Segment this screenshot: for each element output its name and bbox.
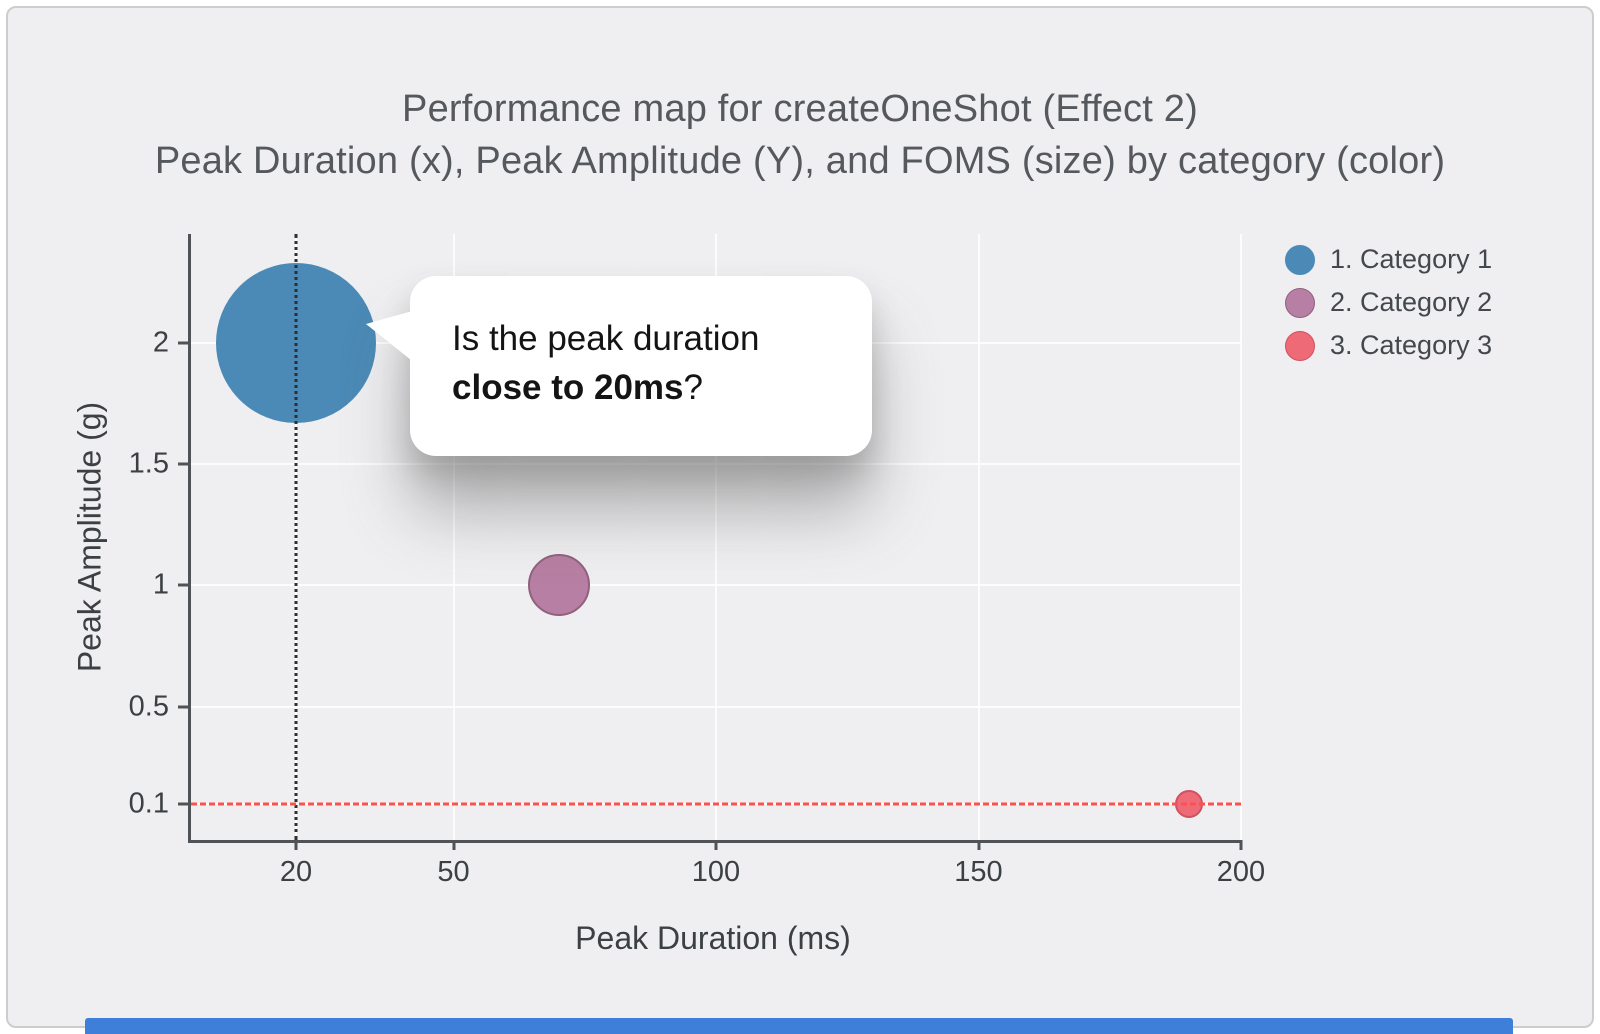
y-axis-tick xyxy=(178,705,188,709)
x-axis-tick xyxy=(714,840,718,850)
legend-swatch xyxy=(1285,330,1315,361)
callout-tail xyxy=(366,310,416,364)
x-axis-tick xyxy=(977,840,980,850)
gridline-vertical xyxy=(977,234,980,840)
callout-line2: close to 20ms? xyxy=(452,368,703,407)
y-axis-tick-label: 1.5 xyxy=(128,447,169,480)
x-axis-tick-label: 20 xyxy=(279,856,313,888)
y-axis-tick-label: 2 xyxy=(152,326,169,359)
background-window-edge xyxy=(85,1018,1513,1034)
legend-label: 1. Category 1 xyxy=(1330,244,1493,274)
reference-line-vertical xyxy=(294,234,298,840)
legend-swatch xyxy=(1285,244,1315,275)
y-axis-title: Peak Amplitude (g) xyxy=(71,401,108,673)
chart-title: Performance map for createOneShot (Effec… xyxy=(402,88,1198,130)
callout-line2-suffix: ? xyxy=(683,368,703,407)
x-axis-title: Peak Duration (ms) xyxy=(575,920,851,956)
y-axis-tick-label: 0.1 xyxy=(128,787,169,820)
legend-item[interactable]: 3. Category 3 xyxy=(1285,330,1492,361)
gridline-vertical xyxy=(715,234,717,840)
gridline-vertical xyxy=(1240,234,1242,840)
y-axis-tick xyxy=(178,462,188,466)
gridline-horizontal xyxy=(191,584,1241,587)
y-axis-tick xyxy=(178,583,188,587)
x-axis-tick xyxy=(452,840,455,850)
x-axis-tick-label: 100 xyxy=(691,856,741,888)
chart-subtitle: Peak Duration (x), Peak Amplitude (Y), a… xyxy=(154,140,1446,182)
legend: 1. Category 1 2. Category 2 3. Category 3 xyxy=(1285,244,1492,361)
x-axis-tick-label: 50 xyxy=(437,856,470,888)
y-axis-tick-label: 0.5 xyxy=(128,690,169,723)
x-axis-tick-label: 200 xyxy=(1216,856,1266,888)
legend-label: 2. Category 2 xyxy=(1330,287,1493,317)
x-axis-tick xyxy=(294,840,298,850)
legend-swatch xyxy=(1285,287,1315,318)
gridline-horizontal xyxy=(191,705,1241,708)
plot-area: 20 50 100 150 200 0.1 0.5 1 1.5 2 xyxy=(129,234,1265,888)
gridline-horizontal xyxy=(191,463,1241,466)
legend-item[interactable]: 2. Category 2 xyxy=(1285,287,1492,318)
callout-bubble: Is the peak duration close to 20ms? xyxy=(366,276,872,456)
y-axis-tick-label: 1 xyxy=(152,568,169,601)
gridline-vertical xyxy=(452,234,455,840)
x-axis-tick-label: 150 xyxy=(954,856,1003,888)
callout-line2-bold: close to 20ms xyxy=(452,368,684,407)
x-axis-tick xyxy=(1239,840,1243,850)
callout-text: Is the peak duration close to 20ms? xyxy=(452,314,842,412)
y-axis-tick xyxy=(178,802,188,806)
y-axis-tick xyxy=(178,341,188,345)
chart-canvas: Performance map for createOneShot (Effec… xyxy=(6,6,1594,1028)
data-bubble[interactable] xyxy=(527,554,590,617)
legend-item[interactable]: 1. Category 1 xyxy=(1285,244,1492,275)
reference-line-horizontal xyxy=(191,802,1241,806)
callout-line1: Is the peak duration xyxy=(452,319,760,358)
legend-label: 3. Category 3 xyxy=(1330,330,1493,360)
